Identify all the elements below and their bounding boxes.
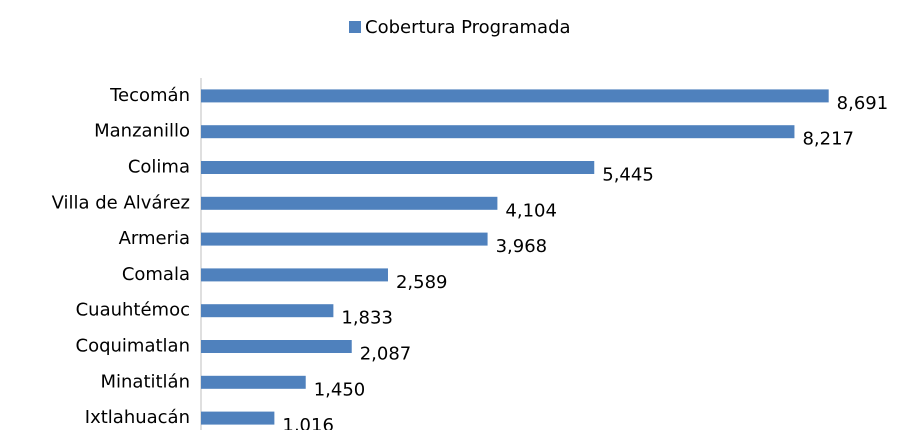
legend-label: Cobertura Programada: [365, 17, 571, 38]
y-tick-label: Cuauhtémoc: [76, 300, 190, 321]
bar: [201, 340, 352, 353]
bar: [201, 375, 306, 389]
value-label: 1,833: [341, 308, 393, 329]
value-label: 1,450: [314, 379, 366, 400]
value-label: 8,691: [837, 93, 889, 114]
bar: [201, 304, 334, 318]
bar: [201, 268, 388, 282]
bar: [201, 196, 498, 210]
y-tick-label: Comala: [122, 264, 190, 285]
y-tick-label: Tecomán: [109, 85, 190, 106]
y-tick-label: Coquimatlan: [76, 336, 190, 357]
y-tick-label: Colima: [128, 157, 190, 178]
bar: [201, 411, 275, 425]
value-label: 3,968: [496, 236, 548, 257]
legend-swatch: [349, 21, 361, 33]
y-tick-label: Minatitlán: [100, 371, 190, 392]
value-label: 4,104: [505, 200, 557, 221]
bar: [201, 232, 488, 246]
value-label: 1,016: [282, 415, 334, 430]
bar: [201, 89, 829, 103]
y-tick-label: Manzanillo: [94, 121, 190, 142]
value-label: 2,087: [360, 344, 412, 365]
y-tick-label: Armeria: [119, 228, 190, 249]
value-label: 5,445: [602, 165, 654, 186]
bar: [201, 161, 595, 174]
y-tick-label: Ixtlahuacán: [85, 407, 190, 428]
value-label: 2,589: [396, 272, 448, 293]
y-tick-label: Villa de Alvárez: [52, 192, 190, 213]
bar: [201, 125, 795, 139]
value-label: 8,217: [802, 129, 854, 150]
